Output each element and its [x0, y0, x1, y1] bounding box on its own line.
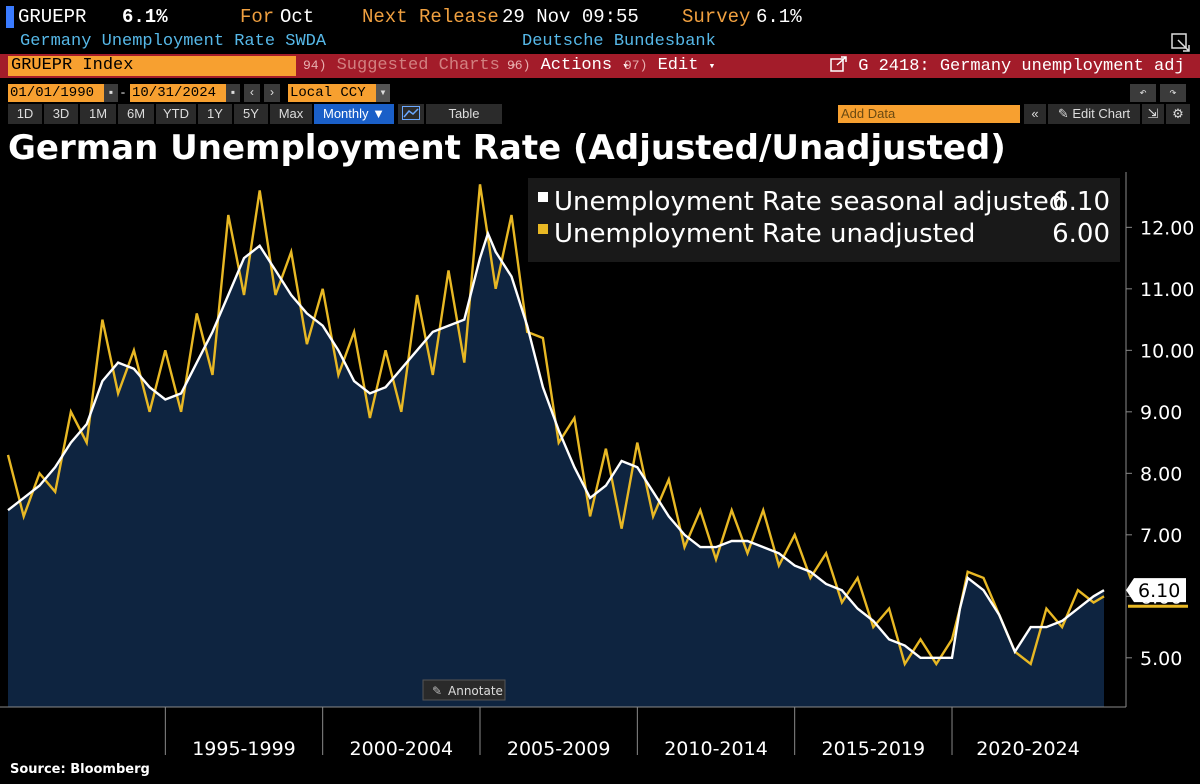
x-tick-label: 2005-2009: [507, 738, 611, 760]
source-note: Source: Bloomberg: [10, 762, 150, 777]
data-source: Deutsche Bundesbank: [522, 32, 716, 51]
legend: Unemployment Rate seasonal adjusted 6.10…: [528, 178, 1120, 262]
graph-title: G 2418: Germany unemployment adj: [858, 57, 1185, 76]
date-separator: -: [118, 84, 128, 102]
line-chart: 5.00 6.00 7.00 8.00 9.00 10.00 11.00 12.00 1995…: [0, 172, 1194, 760]
actions-menu[interactable]: 96) Actions ▾: [507, 56, 629, 76]
chevron-down-icon[interactable]: ▾: [376, 84, 390, 102]
security-description: Germany Unemployment Rate SWDA: [20, 32, 327, 51]
chart-settings-icon[interactable]: ⇲: [1142, 104, 1164, 124]
period-1y-button[interactable]: 1Y: [198, 104, 232, 124]
period-1d-button[interactable]: 1D: [8, 104, 42, 124]
dropdown-caret-icon: ▾: [708, 61, 716, 73]
y-tick-label: 5.00: [1140, 648, 1182, 670]
actions-number: 96): [507, 58, 531, 73]
popout-icon[interactable]: [1170, 32, 1192, 52]
line-chart-icon[interactable]: [398, 104, 424, 124]
pencil-icon: ✎: [432, 684, 442, 698]
legend-value-adjusted: 6.10: [1052, 187, 1110, 217]
for-label: For: [240, 6, 275, 28]
y-tick-label: 9.00: [1140, 402, 1182, 424]
actions-label: Actions: [540, 56, 613, 75]
legend-swatch-unadjusted: [538, 224, 548, 234]
redo-icon[interactable]: ↷: [1160, 84, 1186, 102]
unadjusted-series-line: [6, 184, 1105, 667]
date-bar: 01/01/1990 ▪ - 10/31/2024 ▪ ‹ › Local CC…: [0, 84, 1200, 104]
table-button[interactable]: Table: [426, 104, 502, 124]
calendar-icon[interactable]: ▪: [226, 84, 240, 102]
dropdown-caret-icon: ▾: [622, 61, 629, 73]
legend-box: [528, 178, 1120, 262]
period-5y-button[interactable]: 5Y: [234, 104, 268, 124]
command-bar: GRUEPR Index 94) Suggested Charts ▾ 96) …: [0, 54, 1200, 78]
plot-area: [6, 184, 1105, 707]
survey-value: 6.1%: [756, 6, 802, 28]
dropdown-caret-icon: ▾: [510, 61, 517, 73]
last-value-text: 6.10: [1138, 580, 1180, 602]
edit-chart-label: Edit Chart: [1072, 106, 1131, 121]
for-value: Oct: [280, 6, 315, 28]
next-release-label: Next Release: [362, 6, 499, 28]
description-row: Germany Unemployment Rate SWDA Deutsche …: [0, 32, 1200, 52]
x-tick-label: 1995-1999: [192, 738, 296, 760]
period-ytd-button[interactable]: YTD: [156, 104, 196, 124]
period-max-button[interactable]: Max: [270, 104, 312, 124]
scroll-left-icon[interactable]: ‹: [244, 84, 260, 102]
x-tick-label: 2010-2014: [664, 738, 768, 760]
edit-menu[interactable]: 97) Edit ▾: [624, 56, 715, 76]
period-6m-button[interactable]: 6M: [118, 104, 154, 124]
suggested-charts-number: 94): [303, 58, 327, 73]
x-axis-ticks: 1995-1999 2000-2004 2005-2009 2010-2014 2015…: [164, 707, 1080, 760]
suggested-charts-label: Suggested Charts: [336, 56, 500, 75]
adjusted-series-line: [7, 230, 1105, 659]
currency-select[interactable]: Local CCY: [288, 84, 376, 102]
pencil-icon: ✎: [1057, 106, 1069, 121]
edit-chart-button[interactable]: ✎ Edit Chart: [1048, 104, 1140, 124]
last-value-marker: 6.10: [1126, 578, 1188, 608]
start-date-field[interactable]: 01/01/1990: [8, 84, 104, 102]
security-header: GRUEPR 6.1% For Oct Next Release 29 Nov …: [0, 4, 1200, 30]
frequency-label: Monthly: [322, 106, 369, 121]
next-release-value: 29 Nov 09:55: [502, 6, 639, 28]
adjusted-area-fill: [8, 233, 1104, 707]
y-tick-label: 11.00: [1140, 279, 1194, 301]
annotate-label: Annotate: [448, 684, 503, 698]
legend-label-adjusted: Unemployment Rate seasonal adjusted: [554, 187, 1065, 217]
edit-number: 97): [624, 58, 648, 73]
ticker-marker: [6, 6, 14, 28]
calendar-icon[interactable]: ▪: [104, 84, 118, 102]
x-tick-label: 2020-2024: [976, 738, 1080, 760]
frequency-select[interactable]: Monthly ▼: [314, 104, 394, 124]
period-3d-button[interactable]: 3D: [44, 104, 78, 124]
add-data-field[interactable]: Add Data: [838, 105, 1020, 123]
gear-icon[interactable]: ⚙: [1166, 104, 1190, 124]
legend-value-unadjusted: 6.00: [1052, 219, 1110, 249]
survey-label: Survey: [682, 6, 751, 28]
chart-title: German Unemployment Rate (Adjusted/Unadj…: [8, 128, 1006, 168]
y-tick-label: 10.00: [1140, 340, 1194, 362]
scroll-right-icon[interactable]: ›: [264, 84, 280, 102]
ticker-symbol[interactable]: GRUEPR: [18, 6, 87, 28]
end-date-field[interactable]: 10/31/2024: [130, 84, 226, 102]
last-value-tag: [1126, 578, 1186, 603]
edit-label: Edit: [657, 56, 699, 75]
x-tick-label: 2015-2019: [822, 738, 926, 760]
legend-swatch-adjusted: [538, 192, 548, 202]
x-tick-label: 2000-2004: [350, 738, 454, 760]
graph-title-link[interactable]: G 2418: Germany unemployment adj: [830, 56, 1185, 76]
y-tick-label: 8.00: [1140, 463, 1182, 485]
chevron-down-icon: ▼: [372, 106, 386, 121]
external-link-icon: [830, 56, 847, 72]
period-1m-button[interactable]: 1M: [80, 104, 116, 124]
annotate-button[interactable]: ✎ Annotate: [422, 679, 506, 701]
last-value: 6.1%: [122, 6, 168, 28]
undo-icon[interactable]: ↶: [1130, 84, 1156, 102]
y-tick-label: 12.00: [1140, 217, 1194, 239]
y-tick-label: 7.00: [1140, 525, 1182, 547]
legend-label-unadjusted: Unemployment Rate unadjusted: [554, 219, 975, 249]
collapse-icon[interactable]: «: [1024, 104, 1046, 124]
security-field[interactable]: GRUEPR Index: [8, 56, 296, 76]
suggested-charts-menu[interactable]: 94) Suggested Charts ▾: [303, 56, 517, 76]
period-bar: 1D 3D 1M 6M YTD 1Y 5Y Max Monthly ▼ Tabl…: [0, 104, 1200, 124]
